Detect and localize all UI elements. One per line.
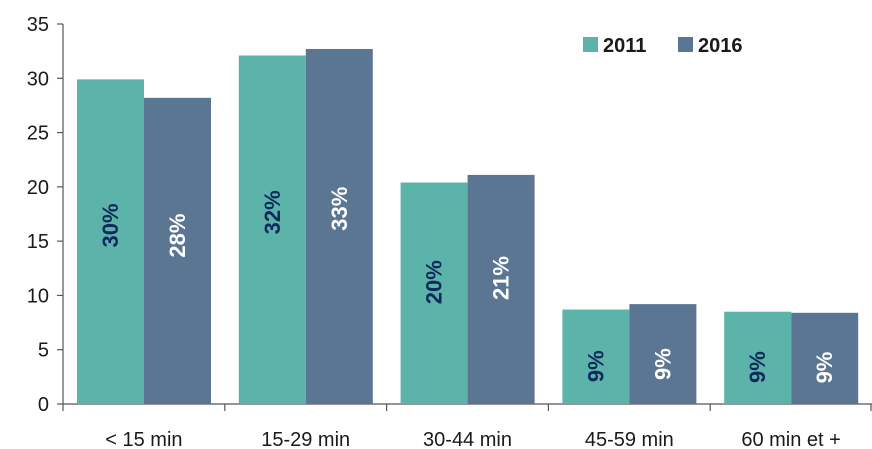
bar-2011-2: [400, 182, 468, 404]
y-tick-label: 20: [27, 177, 49, 199]
legend-label-2016: 2016: [698, 35, 743, 57]
y-tick-label: 0: [38, 394, 49, 416]
bar-2016-4: [791, 312, 859, 404]
bar-label-2016-1: 33%: [327, 187, 352, 231]
legend-label-2011: 2011: [603, 35, 646, 57]
y-tick-label: 35: [27, 14, 49, 36]
bar-label-2011-1: 32%: [260, 190, 285, 234]
bar-2016-1: [305, 48, 373, 404]
legend-swatch-2016: [678, 37, 693, 52]
x-axis: < 15 min 15-29 min 30-44 min 45-59 min 60 mi…: [62, 403, 872, 449]
y-tick-label: 30: [27, 68, 49, 90]
bar-2011-4: [724, 311, 792, 404]
y-tick-label: 25: [27, 123, 49, 145]
bar-label-2016-0: 28%: [165, 214, 190, 258]
legend-swatch-2011: [583, 37, 598, 52]
bar-label-2016-2: 21%: [489, 256, 514, 300]
bar-label-2011-3: 9%: [583, 350, 608, 382]
y-tick-label: 10: [27, 285, 49, 307]
x-tick-label: 15-29 min: [261, 429, 350, 449]
x-tick-label: < 15 min: [105, 429, 182, 449]
bar-2011-3: [562, 309, 630, 404]
x-tick-label: 30-44 min: [423, 429, 512, 449]
bar-2011-1: [238, 55, 306, 404]
bar-2016-3: [629, 304, 697, 404]
bar-2016-0: [144, 97, 211, 404]
bar-label-2016-3: 9%: [650, 348, 675, 380]
bar-2016-2: [467, 174, 535, 404]
y-tick-label: 5: [38, 340, 49, 362]
bar-label-2016-4: 9%: [812, 352, 837, 384]
bar-2011-0: [77, 79, 144, 404]
bars: 30% 32% 20% 9% 9% 28% 33% 21% 9% 9%: [77, 48, 859, 404]
bar-label-2011-2: 20%: [422, 260, 447, 304]
x-tick-label: 60 min et +: [741, 429, 841, 449]
bar-label-2011-4: 9%: [745, 351, 770, 383]
y-axis: 0 5 10 15 20 25 30 35: [27, 14, 64, 416]
legend: 2011 2016: [583, 35, 743, 57]
bar-label-2011-0: 30%: [98, 203, 123, 247]
x-tick-label: 45-59 min: [585, 429, 674, 449]
y-tick-label: 15: [27, 231, 49, 253]
